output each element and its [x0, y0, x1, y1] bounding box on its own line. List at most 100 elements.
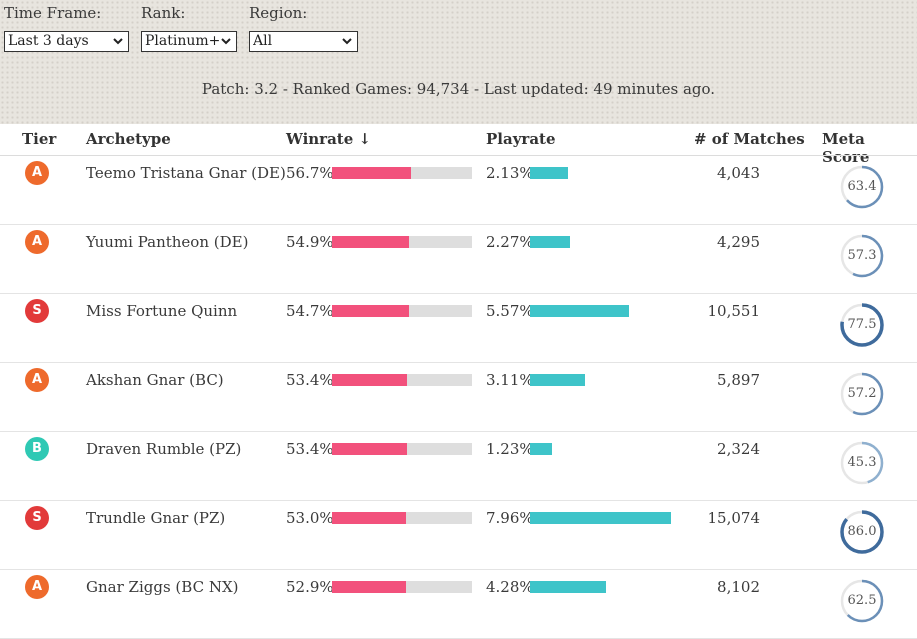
winrate-value: 53.4% — [286, 371, 334, 389]
table-row[interactable]: B Draven Rumble (PZ) 53.4% 1.23% 2,324 45.3 — [0, 432, 917, 501]
winrate-bar — [332, 374, 472, 386]
meta-score-value: 86.0 — [847, 524, 877, 539]
winrate-value: 54.9% — [286, 233, 334, 251]
tier-badge: S — [25, 506, 49, 530]
winrate-bar — [332, 305, 472, 317]
winrate-value: 54.7% — [286, 302, 334, 320]
meta-score-value: 63.4 — [847, 179, 877, 194]
meta-score-ring-graphic — [840, 579, 884, 623]
chevron-down-icon — [113, 38, 123, 45]
rank-label: Rank: — [141, 4, 186, 22]
column-header-playrate[interactable]: Playrate — [486, 130, 556, 148]
playrate-bar-fill — [530, 236, 571, 248]
archetype-name[interactable]: Draven Rumble (PZ) — [86, 440, 242, 458]
meta-score-value: 57.3 — [847, 248, 877, 263]
playrate-bar-fill — [530, 305, 629, 317]
chevron-down-icon — [221, 38, 231, 45]
table-row[interactable]: A Yuumi Pantheon (DE) 54.9% 2.27% 4,295 57.3 — [0, 225, 917, 294]
table-row[interactable]: A Gnar Ziggs (BC NX) 52.9% 4.28% 8,102 62.5 — [0, 570, 917, 639]
winrate-bar — [332, 512, 472, 524]
archetype-name[interactable]: Akshan Gnar (BC) — [86, 371, 224, 389]
winrate-bar-fill — [332, 443, 407, 455]
rank-select[interactable]: Platinum+ — [141, 31, 237, 52]
matches-count: 5,897 — [717, 371, 760, 389]
winrate-bar-fill — [332, 512, 407, 524]
meta-score-ring: 62.5 — [840, 579, 884, 623]
chevron-down-icon — [342, 38, 352, 45]
meta-score-ring-graphic — [840, 165, 884, 209]
winrate-bar-fill — [332, 305, 409, 317]
playrate-value: 3.11% — [486, 371, 534, 389]
matches-count: 2,324 — [717, 440, 760, 458]
table-row[interactable]: S Miss Fortune Quinn 54.7% 5.57% 10,551 77.5 — [0, 294, 917, 363]
playrate-bar-fill — [530, 374, 586, 386]
matches-count: 15,074 — [707, 509, 761, 527]
time-frame-label: Time Frame: — [4, 4, 102, 22]
rank-value: Platinum+ — [145, 33, 221, 49]
filter-bar: Time Frame: Last 3 days Rank: Platinum+ … — [0, 0, 917, 124]
table-row[interactable]: S Trundle Gnar (PZ) 53.0% 7.96% 15,074 86.0 — [0, 501, 917, 570]
matches-count: 4,295 — [717, 233, 760, 251]
winrate-bar — [332, 167, 472, 179]
matches-count: 8,102 — [717, 578, 760, 596]
tier-badge: A — [25, 161, 49, 185]
region-label: Region: — [249, 4, 308, 22]
winrate-bar-fill — [332, 236, 409, 248]
matches-count: 10,551 — [707, 302, 761, 320]
meta-score-value: 77.5 — [847, 317, 877, 332]
playrate-value: 2.27% — [486, 233, 534, 251]
column-header-winrate[interactable]: Winrate ↓ — [286, 130, 372, 148]
winrate-value: 53.0% — [286, 509, 334, 527]
region-value: All — [253, 33, 273, 49]
archetype-name[interactable]: Miss Fortune Quinn — [86, 302, 238, 320]
matches-count: 4,043 — [717, 164, 760, 182]
meta-score-ring-graphic — [840, 234, 884, 278]
meta-score-ring-graphic — [840, 441, 884, 485]
winrate-bar-fill — [332, 374, 407, 386]
tier-badge: A — [25, 575, 49, 599]
playrate-value: 4.28% — [486, 578, 534, 596]
tier-badge: B — [25, 437, 49, 461]
winrate-bar — [332, 236, 472, 248]
table-row[interactable]: A Teemo Tristana Gnar (DE) 56.7% 2.13% 4,043… — [0, 156, 917, 225]
archetype-name[interactable]: Gnar Ziggs (BC NX) — [86, 578, 239, 596]
meta-score-ring: 86.0 — [840, 510, 884, 554]
meta-score-value: 57.2 — [847, 386, 877, 401]
tier-badge: S — [25, 299, 49, 323]
column-header-archetype[interactable]: Archetype — [86, 130, 171, 148]
archetype-name[interactable]: Teemo Tristana Gnar (DE) — [86, 164, 286, 182]
playrate-bar-fill — [530, 581, 606, 593]
playrate-value: 1.23% — [486, 440, 534, 458]
meta-score-ring-graphic — [840, 510, 884, 554]
archetype-name[interactable]: Yuumi Pantheon (DE) — [86, 233, 249, 251]
meta-score-ring: 77.5 — [840, 303, 884, 347]
meta-score-ring: 57.2 — [840, 372, 884, 416]
meta-score-ring: 45.3 — [840, 441, 884, 485]
playrate-bar-fill — [530, 512, 671, 524]
archetype-name[interactable]: Trundle Gnar (PZ) — [86, 509, 226, 527]
winrate-bar-fill — [332, 581, 407, 593]
time-frame-select[interactable]: Last 3 days — [4, 31, 129, 52]
header-divider — [0, 155, 917, 156]
column-header-tier[interactable]: Tier — [22, 130, 57, 148]
table-row[interactable]: A Akshan Gnar (BC) 53.4% 3.11% 5,897 57.2 — [0, 363, 917, 432]
playrate-value: 2.13% — [486, 164, 534, 182]
column-header-meta-score[interactable]: Meta Score — [822, 130, 870, 166]
playrate-bar-fill — [530, 443, 552, 455]
region-select[interactable]: All — [249, 31, 358, 52]
winrate-value: 52.9% — [286, 578, 334, 596]
winrate-value: 56.7% — [286, 164, 334, 182]
playrate-bar-fill — [530, 167, 568, 179]
winrate-bar — [332, 581, 472, 593]
meta-score-value: 62.5 — [847, 593, 877, 608]
playrate-value: 5.57% — [486, 302, 534, 320]
meta-score-ring: 63.4 — [840, 165, 884, 209]
meta-score-ring: 57.3 — [840, 234, 884, 278]
time-frame-value: Last 3 days — [8, 33, 89, 49]
winrate-bar — [332, 443, 472, 455]
playrate-value: 7.96% — [486, 509, 534, 527]
column-header-matches[interactable]: # of Matches — [694, 130, 805, 148]
meta-score-ring-graphic — [840, 372, 884, 416]
meta-score-ring-graphic — [840, 303, 884, 347]
patch-info: Patch: 3.2 - Ranked Games: 94,734 - Last… — [201, 80, 716, 98]
